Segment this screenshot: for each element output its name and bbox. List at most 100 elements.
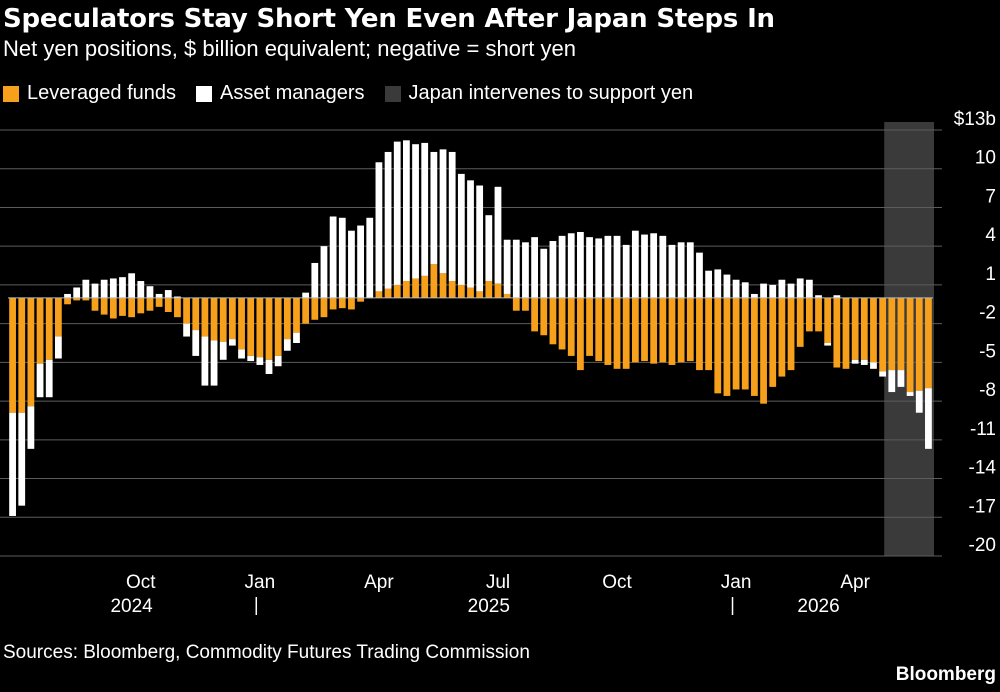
- chart-title: Speculators Stay Short Yen Even After Ja…: [3, 4, 775, 34]
- legend-label-asset-managers: Asset managers: [220, 82, 365, 104]
- bar-leveraged-funds: [897, 297, 905, 371]
- bar-asset-managers: [696, 252, 703, 298]
- x-month-label: Jan: [245, 572, 276, 593]
- bar-asset-managers: [247, 355, 255, 362]
- legend-swatch-asset-managers: [196, 85, 213, 102]
- bar-asset-managers: [36, 363, 44, 398]
- bar-leveraged-funds: [73, 297, 81, 301]
- y-tick-label: -20: [969, 535, 996, 556]
- bar-asset-managers: [311, 262, 319, 298]
- bar-leveraged-funds: [201, 297, 209, 337]
- x-month-label: Apr: [840, 572, 870, 593]
- bar-leveraged-funds: [119, 297, 126, 316]
- bar-leveraged-funds: [522, 297, 529, 311]
- bar-leveraged-funds: [842, 297, 850, 369]
- bar-leveraged-funds: [45, 297, 53, 360]
- bar-asset-managers: [494, 186, 502, 284]
- bar-leveraged-funds: [485, 281, 493, 298]
- bar-leveraged-funds: [412, 278, 419, 298]
- bar-leveraged-funds: [540, 297, 548, 336]
- bar-leveraged-funds: [192, 297, 200, 331]
- bar-asset-managers: [769, 284, 777, 298]
- bar-leveraged-funds: [631, 297, 639, 363]
- bar-asset-managers: [879, 371, 887, 377]
- x-month-label: Jan: [721, 572, 752, 593]
- bar-asset-managers: [467, 180, 474, 288]
- bar-leveraged-funds: [860, 297, 868, 360]
- bar-asset-managers: [457, 173, 465, 285]
- bar-asset-managers: [815, 295, 822, 298]
- bar-leveraged-funds: [677, 297, 685, 363]
- bar-asset-managers: [320, 246, 328, 298]
- y-tick-label: -11: [970, 419, 996, 440]
- bar-asset-managers: [82, 279, 90, 298]
- bar-asset-managers: [64, 293, 71, 298]
- bar-asset-managers: [650, 233, 658, 298]
- bar-leveraged-funds: [100, 297, 108, 315]
- bar-leveraged-funds: [915, 297, 923, 391]
- bar-leveraged-funds: [595, 297, 603, 362]
- bar-leveraged-funds: [531, 297, 538, 332]
- bar-leveraged-funds: [183, 297, 190, 324]
- x-year-label: 2026: [797, 596, 839, 617]
- bar-asset-managers: [485, 215, 493, 282]
- bar-asset-managers: [531, 237, 538, 298]
- bar-asset-managers: [366, 217, 374, 298]
- bar-leveraged-funds: [82, 297, 90, 301]
- bar-asset-managers: [146, 286, 154, 298]
- bar-leveraged-funds: [824, 297, 832, 343]
- y-tick-label: -8: [979, 380, 996, 401]
- legend-item-intervention: Japan intervenes to support yen: [384, 82, 693, 105]
- x-month-label: Jul: [486, 572, 510, 593]
- bar-asset-managers: [723, 274, 731, 298]
- bar-leveraged-funds: [137, 297, 145, 314]
- bar-asset-managers: [100, 279, 108, 298]
- y-tick-label: 10: [975, 148, 996, 169]
- bar-leveraged-funds: [54, 297, 62, 337]
- bar-asset-managers: [219, 341, 227, 360]
- bar-asset-managers: [210, 340, 218, 386]
- bar-leveraged-funds: [457, 284, 465, 298]
- bar-leveraged-funds: [476, 291, 484, 298]
- source-note: Sources: Bloomberg, Commodity Futures Tr…: [3, 642, 530, 663]
- bar-leveraged-funds: [247, 297, 255, 356]
- chart-subtitle: Net yen positions, $ billion equivalent;…: [3, 36, 576, 61]
- bar-asset-managers: [18, 412, 26, 506]
- bar-asset-managers: [329, 216, 337, 298]
- bar-leveraged-funds: [778, 297, 786, 377]
- bar-asset-managers: [274, 355, 282, 367]
- bar-leveraged-funds: [512, 297, 520, 311]
- bar-leveraged-funds: [705, 297, 713, 371]
- bar-asset-managers: [631, 230, 639, 298]
- bar-asset-managers: [668, 244, 676, 298]
- bar-leveraged-funds: [155, 297, 163, 307]
- bar-leveraged-funds: [769, 297, 777, 387]
- bar-leveraged-funds: [375, 291, 383, 298]
- bar-asset-managers: [403, 140, 410, 282]
- x-month-label: Oct: [602, 572, 632, 593]
- bar-asset-managers: [238, 349, 245, 359]
- bar-asset-managers: [888, 370, 896, 393]
- bar-asset-managers: [283, 339, 291, 351]
- bar-leveraged-funds: [714, 297, 722, 394]
- bar-asset-managers: [228, 339, 236, 346]
- bar-leveraged-funds: [741, 297, 749, 390]
- bar-asset-managers: [265, 359, 273, 374]
- bar-asset-managers: [824, 343, 832, 346]
- bar-leveraged-funds: [503, 293, 511, 298]
- x-year-label: 2025: [468, 596, 510, 617]
- bar-leveraged-funds: [348, 297, 355, 310]
- bar-leveraged-funds: [888, 297, 896, 371]
- y-tick-label: -14: [969, 458, 997, 479]
- bar-asset-managers: [27, 406, 35, 449]
- bar-leveraged-funds: [686, 297, 694, 362]
- bar-leveraged-funds: [467, 287, 474, 298]
- bar-leveraged-funds: [558, 297, 566, 350]
- bar-leveraged-funds: [906, 297, 914, 393]
- bar-asset-managers: [714, 269, 722, 298]
- legend-swatch-intervention: [384, 85, 401, 102]
- bar-asset-managers: [567, 233, 575, 298]
- bar-asset-managers: [915, 390, 923, 413]
- bar-leveraged-funds: [787, 297, 795, 371]
- bar-leveraged-funds: [879, 297, 887, 372]
